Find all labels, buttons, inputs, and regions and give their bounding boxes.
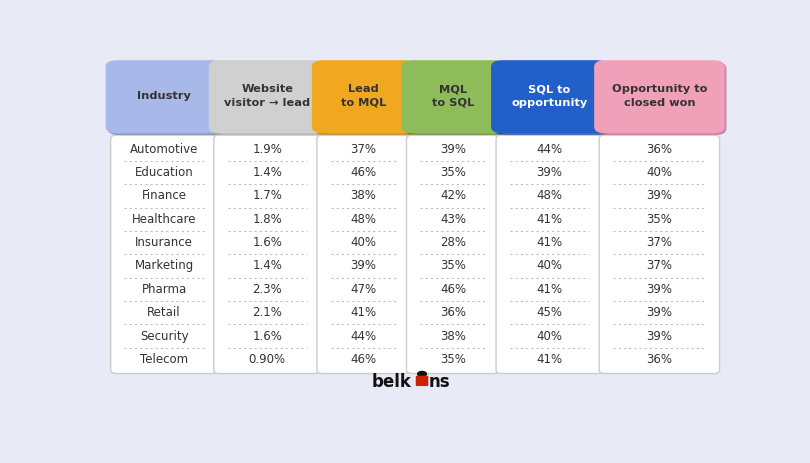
Text: 42%: 42% <box>440 189 467 202</box>
Text: 48%: 48% <box>351 213 377 226</box>
Text: 1.4%: 1.4% <box>252 166 282 179</box>
Text: 40%: 40% <box>536 259 562 273</box>
FancyBboxPatch shape <box>312 60 416 133</box>
Text: 1.9%: 1.9% <box>252 143 282 156</box>
Text: 28%: 28% <box>440 236 466 249</box>
FancyBboxPatch shape <box>209 60 326 133</box>
Text: Healthcare: Healthcare <box>132 213 196 226</box>
FancyBboxPatch shape <box>111 135 218 374</box>
Text: 47%: 47% <box>351 283 377 296</box>
Text: 41%: 41% <box>536 236 563 249</box>
Text: Automotive: Automotive <box>130 143 198 156</box>
Text: SQL to
opportunity: SQL to opportunity <box>511 84 587 107</box>
Text: 39%: 39% <box>646 189 672 202</box>
FancyBboxPatch shape <box>211 62 327 135</box>
FancyBboxPatch shape <box>596 62 727 135</box>
Text: Opportunity to
closed won: Opportunity to closed won <box>612 84 707 107</box>
Text: 40%: 40% <box>351 236 377 249</box>
FancyBboxPatch shape <box>313 62 417 135</box>
Text: 0.90%: 0.90% <box>249 353 286 366</box>
FancyBboxPatch shape <box>491 60 608 133</box>
Text: Pharma: Pharma <box>142 283 187 296</box>
Text: 36%: 36% <box>440 306 466 319</box>
Text: 35%: 35% <box>440 353 466 366</box>
Text: 43%: 43% <box>440 213 466 226</box>
Text: belk: belk <box>372 373 412 391</box>
Text: 46%: 46% <box>440 283 467 296</box>
FancyBboxPatch shape <box>599 135 719 374</box>
Text: 45%: 45% <box>536 306 562 319</box>
Text: 39%: 39% <box>536 166 562 179</box>
Text: 37%: 37% <box>646 259 672 273</box>
Text: 46%: 46% <box>351 353 377 366</box>
Text: 2.1%: 2.1% <box>252 306 282 319</box>
Text: Industry: Industry <box>137 91 191 101</box>
Text: 36%: 36% <box>646 143 672 156</box>
FancyBboxPatch shape <box>214 135 321 374</box>
FancyBboxPatch shape <box>403 62 507 135</box>
FancyBboxPatch shape <box>402 60 505 133</box>
Text: 1.6%: 1.6% <box>252 330 282 343</box>
Text: 37%: 37% <box>351 143 377 156</box>
Text: 38%: 38% <box>351 189 377 202</box>
FancyBboxPatch shape <box>493 62 610 135</box>
Text: 40%: 40% <box>536 330 562 343</box>
Text: 36%: 36% <box>646 353 672 366</box>
Text: Marketing: Marketing <box>134 259 194 273</box>
Text: 39%: 39% <box>646 283 672 296</box>
Text: Education: Education <box>134 166 194 179</box>
Text: 39%: 39% <box>646 306 672 319</box>
FancyBboxPatch shape <box>496 135 603 374</box>
Text: 35%: 35% <box>646 213 672 226</box>
Text: 39%: 39% <box>646 330 672 343</box>
FancyBboxPatch shape <box>108 62 224 135</box>
Text: 44%: 44% <box>536 143 563 156</box>
Text: 1.6%: 1.6% <box>252 236 282 249</box>
Text: 1.4%: 1.4% <box>252 259 282 273</box>
FancyBboxPatch shape <box>407 135 500 374</box>
Text: 35%: 35% <box>440 166 466 179</box>
Circle shape <box>418 371 426 376</box>
Text: 46%: 46% <box>351 166 377 179</box>
Text: Retail: Retail <box>147 306 181 319</box>
Text: 41%: 41% <box>351 306 377 319</box>
Text: 35%: 35% <box>440 259 466 273</box>
Text: 37%: 37% <box>646 236 672 249</box>
Text: 2.3%: 2.3% <box>253 283 282 296</box>
Text: Security: Security <box>140 330 189 343</box>
Text: 48%: 48% <box>536 189 562 202</box>
Text: 41%: 41% <box>536 283 563 296</box>
Text: Finance: Finance <box>142 189 186 202</box>
Text: 41%: 41% <box>536 353 563 366</box>
Text: 41%: 41% <box>536 213 563 226</box>
Text: Lead
to MQL: Lead to MQL <box>341 84 386 107</box>
FancyBboxPatch shape <box>595 60 725 133</box>
Text: MQL
to SQL: MQL to SQL <box>432 84 475 107</box>
Text: Website
visitor → lead: Website visitor → lead <box>224 84 310 107</box>
Text: 39%: 39% <box>351 259 377 273</box>
Text: 40%: 40% <box>646 166 672 179</box>
FancyBboxPatch shape <box>317 135 410 374</box>
Text: 1.7%: 1.7% <box>252 189 282 202</box>
Text: 1.8%: 1.8% <box>253 213 282 226</box>
Text: Telecom: Telecom <box>140 353 188 366</box>
FancyBboxPatch shape <box>105 60 223 133</box>
Text: ns: ns <box>429 373 450 391</box>
Text: Insurance: Insurance <box>135 236 193 249</box>
Text: 39%: 39% <box>440 143 466 156</box>
Text: 38%: 38% <box>440 330 466 343</box>
FancyBboxPatch shape <box>416 375 428 386</box>
Text: 44%: 44% <box>351 330 377 343</box>
